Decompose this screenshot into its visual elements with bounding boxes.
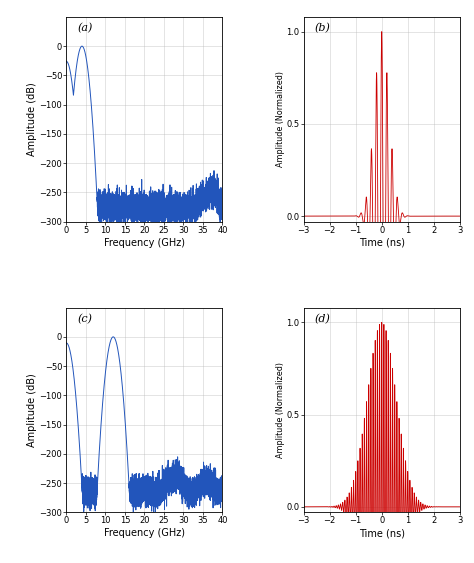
Y-axis label: Amplitude (dB): Amplitude (dB) [27, 82, 36, 156]
Text: (d): (d) [315, 314, 330, 324]
Y-axis label: Amplitude (dB): Amplitude (dB) [27, 373, 36, 447]
Text: (c): (c) [77, 314, 92, 324]
Text: (a): (a) [77, 23, 92, 33]
Y-axis label: Amplitude (Normalized): Amplitude (Normalized) [276, 362, 285, 458]
X-axis label: Frequency (GHz): Frequency (GHz) [104, 528, 185, 538]
X-axis label: Frequency (GHz): Frequency (GHz) [104, 238, 185, 248]
X-axis label: Time (ns): Time (ns) [359, 528, 405, 538]
Y-axis label: Amplitude (Normalized): Amplitude (Normalized) [276, 72, 285, 167]
Text: (b): (b) [315, 23, 330, 33]
X-axis label: Time (ns): Time (ns) [359, 238, 405, 248]
